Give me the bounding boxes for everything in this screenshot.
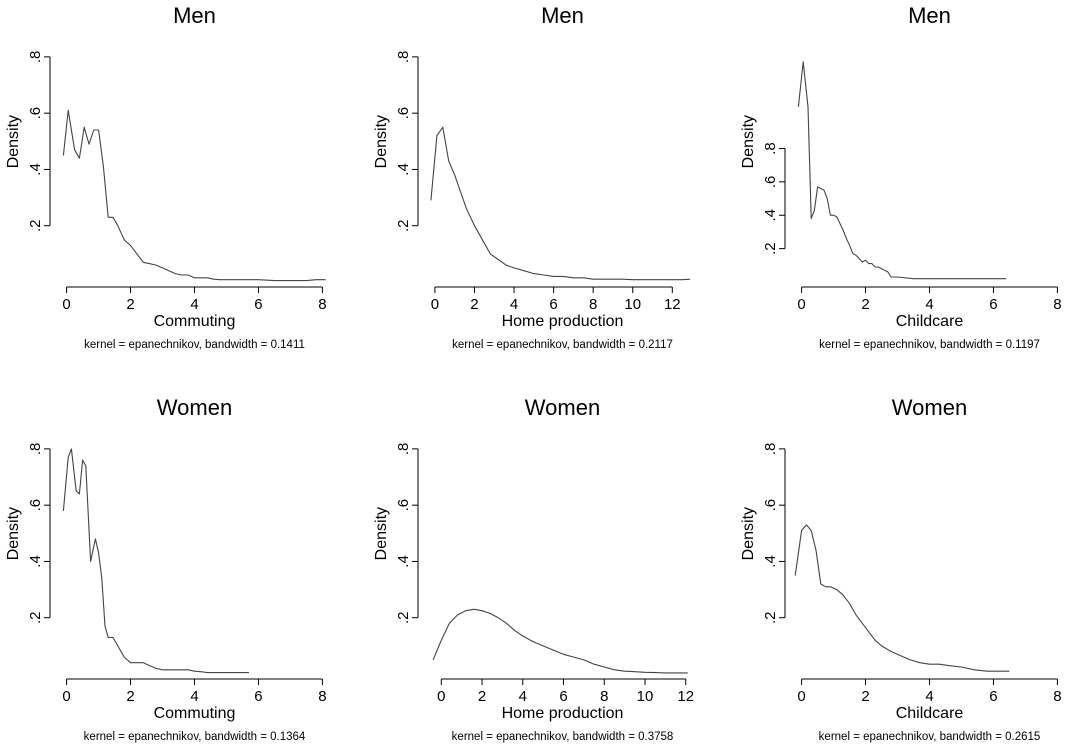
x-axis-label: Home production — [502, 313, 624, 330]
chart-title: Men — [541, 3, 584, 28]
y-tick-label: .2 — [395, 219, 412, 232]
chart-panel-women-home-production: Women .2 .4 .6 .8 Density 0 2 4 6 8 10 12 Home produc… — [373, 395, 694, 743]
density-line — [794, 524, 1010, 672]
y-tick-label: .8 — [27, 51, 44, 64]
chart-title: Men — [173, 3, 216, 28]
y-tick-label: .4 — [762, 209, 779, 222]
chart-title: Women — [525, 395, 600, 420]
x-tick-label: 0 — [62, 688, 70, 705]
kernel-note: kernel = epanechnikov, bandwidth = 0.136… — [84, 731, 306, 743]
kernel-note: kernel = epanechnikov, bandwidth = 0.261… — [819, 731, 1041, 743]
x-tick-label: 0 — [797, 296, 805, 313]
y-tick-label: .2 — [395, 611, 412, 624]
x-tick-label: 8 — [318, 688, 326, 705]
density-line — [430, 126, 691, 281]
kernel-note: kernel = epanechnikov, bandwidth = 0.141… — [84, 339, 305, 351]
y-tick-label: .8 — [762, 443, 779, 456]
y-tick-label: .2 — [27, 611, 44, 624]
x-tick-label: 6 — [254, 296, 262, 313]
y-tick-label: .2 — [762, 611, 779, 624]
y-tick-label: .8 — [762, 142, 779, 155]
x-tick-label: 8 — [1053, 296, 1061, 313]
x-axis-label: Commuting — [154, 313, 236, 330]
y-tick-label: .8 — [395, 443, 412, 456]
x-tick-label: 0 — [431, 296, 439, 313]
x-tick-label: 4 — [510, 296, 518, 313]
y-axis-label: Density — [373, 507, 390, 560]
y-tick-label: .4 — [27, 163, 44, 176]
y-tick-label: .6 — [27, 107, 44, 120]
chart-title: Women — [892, 395, 967, 420]
chart-panel-women-childcare: Women .2 .4 .6 .8 Density 0 2 4 6 8 Childcare kernel… — [740, 395, 1062, 743]
y-tick-label: .4 — [395, 163, 412, 176]
kernel-note: kernel = epanechnikov, bandwidth = 0.119… — [819, 339, 1040, 351]
x-tick-label: 0 — [62, 296, 70, 313]
x-tick-label: 8 — [318, 296, 326, 313]
x-tick-label: 2 — [861, 296, 869, 313]
x-axis-label: Childcare — [896, 313, 964, 330]
x-tick-label: 6 — [559, 688, 567, 705]
y-tick-label: .4 — [395, 555, 412, 568]
x-tick-label: 12 — [677, 688, 694, 705]
x-tick-label: 6 — [254, 688, 262, 705]
density-line — [62, 448, 249, 674]
y-tick-label: .2 — [762, 242, 779, 255]
x-tick-label: 10 — [637, 688, 654, 705]
density-line — [62, 109, 326, 282]
y-axis-label: Density — [5, 507, 22, 560]
density-line — [432, 608, 688, 674]
y-tick-label: .8 — [395, 51, 412, 64]
density-line — [797, 61, 1007, 280]
x-axis-label: Childcare — [896, 705, 964, 722]
x-tick-label: 6 — [989, 296, 997, 313]
y-tick-label: .4 — [27, 555, 44, 568]
chart-title: Men — [908, 3, 951, 28]
x-axis-label: Commuting — [154, 705, 236, 722]
y-axis-label: Density — [740, 507, 757, 560]
x-tick-label: 6 — [989, 688, 997, 705]
y-tick-label: .2 — [27, 219, 44, 232]
x-tick-label: 12 — [664, 296, 681, 313]
x-tick-label: 8 — [1053, 688, 1061, 705]
x-tick-label: 4 — [190, 296, 198, 313]
y-tick-label: .6 — [395, 107, 412, 120]
chart-panel-women-commuting: Women .2 .4 .6 .8 Density 0 2 4 6 8 Commuting kernel… — [5, 395, 327, 743]
y-tick-label: .6 — [395, 499, 412, 512]
y-axis-label: Density — [373, 115, 390, 168]
y-axis-label: Density — [5, 115, 22, 168]
x-tick-label: 4 — [190, 688, 198, 705]
chart-title: Women — [157, 395, 232, 420]
chart-panel-men-home-production: Men .2 .4 .6 .8 Density 0 2 4 6 8 10 12 Home producti… — [373, 3, 691, 351]
x-tick-label: 8 — [600, 688, 608, 705]
x-tick-label: 0 — [797, 688, 805, 705]
x-tick-label: 2 — [861, 688, 869, 705]
x-tick-label: 4 — [925, 296, 933, 313]
x-tick-label: 2 — [126, 296, 134, 313]
chart-panel-men-commuting: Men .2 .4 .6 .8 Density 0 2 4 6 8 Commuting kernel =… — [5, 3, 327, 351]
y-tick-label: .6 — [762, 176, 779, 189]
x-axis-label: Home production — [502, 705, 624, 722]
x-tick-label: 8 — [589, 296, 597, 313]
x-tick-label: 4 — [519, 688, 527, 705]
x-tick-label: 6 — [549, 296, 557, 313]
kernel-note: kernel = epanechnikov, bandwidth = 0.375… — [452, 731, 674, 743]
x-tick-label: 2 — [478, 688, 486, 705]
x-tick-label: 2 — [126, 688, 134, 705]
y-axis-label: Density — [740, 115, 757, 168]
chart-panel-men-childcare: Men .2 .4 .6 .8 Density 0 2 4 6 8 Childcare kernel =… — [740, 3, 1062, 351]
y-tick-label: .6 — [27, 499, 44, 512]
x-tick-label: 2 — [470, 296, 478, 313]
kernel-note: kernel = epanechnikov, bandwidth = 0.211… — [452, 339, 673, 351]
y-tick-label: .6 — [762, 499, 779, 512]
x-tick-label: 10 — [624, 296, 641, 313]
y-tick-label: .4 — [762, 555, 779, 568]
y-tick-label: .8 — [27, 443, 44, 456]
x-tick-label: 4 — [925, 688, 933, 705]
x-tick-label: 0 — [437, 688, 445, 705]
